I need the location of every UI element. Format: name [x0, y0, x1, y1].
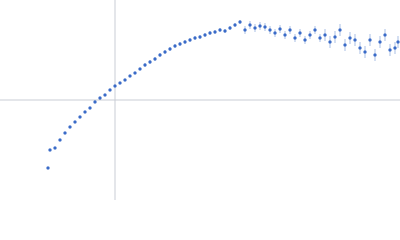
data-point: [118, 81, 122, 85]
data-point: [368, 38, 372, 42]
data-point: [123, 78, 127, 82]
data-point: [88, 106, 92, 110]
data-point: [78, 115, 82, 119]
data-point: [238, 20, 242, 24]
data-point: [293, 36, 297, 40]
data-point: [53, 146, 57, 150]
data-point: [183, 40, 187, 44]
data-point: [148, 60, 152, 64]
data-point: [348, 36, 352, 40]
data-point: [228, 26, 232, 30]
data-point: [298, 31, 302, 35]
data-point: [138, 67, 142, 71]
data-point: [323, 33, 327, 37]
data-point: [303, 38, 307, 42]
data-point: [223, 29, 227, 33]
data-point: [128, 74, 132, 78]
data-point: [253, 26, 257, 30]
data-point: [343, 43, 347, 47]
data-point: [68, 125, 72, 129]
data-point: [358, 46, 362, 50]
page: {"chart_data": {"type": "scatter", "x": …: [0, 0, 400, 200]
data-point: [213, 30, 217, 34]
data-point: [168, 47, 172, 51]
data-point: [283, 33, 287, 37]
data-point: [263, 25, 267, 29]
data-point: [178, 42, 182, 46]
data-point: [373, 53, 377, 57]
data-point: [378, 40, 382, 44]
data-point: [63, 131, 67, 135]
data-point: [173, 44, 177, 48]
data-point: [218, 28, 222, 32]
data-point: [268, 28, 272, 32]
data-point: [93, 100, 97, 104]
chart: [0, 0, 400, 200]
data-point: [158, 53, 162, 57]
data-point: [163, 50, 167, 54]
data-point: [383, 33, 387, 37]
data-point: [388, 48, 392, 52]
data-point: [308, 33, 312, 37]
data-point: [328, 40, 332, 44]
data-point: [193, 36, 197, 40]
data-point: [58, 138, 62, 142]
data-point: [393, 46, 397, 50]
data-point: [108, 88, 112, 92]
data-point: [313, 28, 317, 32]
data-point: [188, 38, 192, 42]
data-point: [278, 27, 282, 31]
data-point: [153, 57, 157, 61]
data-point: [258, 24, 262, 28]
data-point: [208, 31, 212, 35]
data-point: [203, 33, 207, 37]
data-point: [133, 71, 137, 75]
data-point: [318, 36, 322, 40]
data-point: [48, 148, 52, 152]
data-point: [198, 35, 202, 39]
data-point: [333, 35, 337, 39]
data-point: [338, 28, 342, 32]
data-point: [243, 28, 247, 32]
data-point: [98, 96, 102, 100]
data-point: [273, 31, 277, 35]
data-point: [46, 166, 50, 170]
data-point: [73, 120, 77, 124]
data-point: [113, 84, 117, 88]
data-point: [143, 63, 147, 67]
data-point: [396, 40, 400, 44]
data-point: [248, 23, 252, 27]
data-point: [103, 93, 107, 97]
data-point: [83, 110, 87, 114]
data-point: [353, 38, 357, 42]
data-point: [363, 50, 367, 54]
data-point: [288, 28, 292, 32]
data-point: [233, 23, 237, 27]
